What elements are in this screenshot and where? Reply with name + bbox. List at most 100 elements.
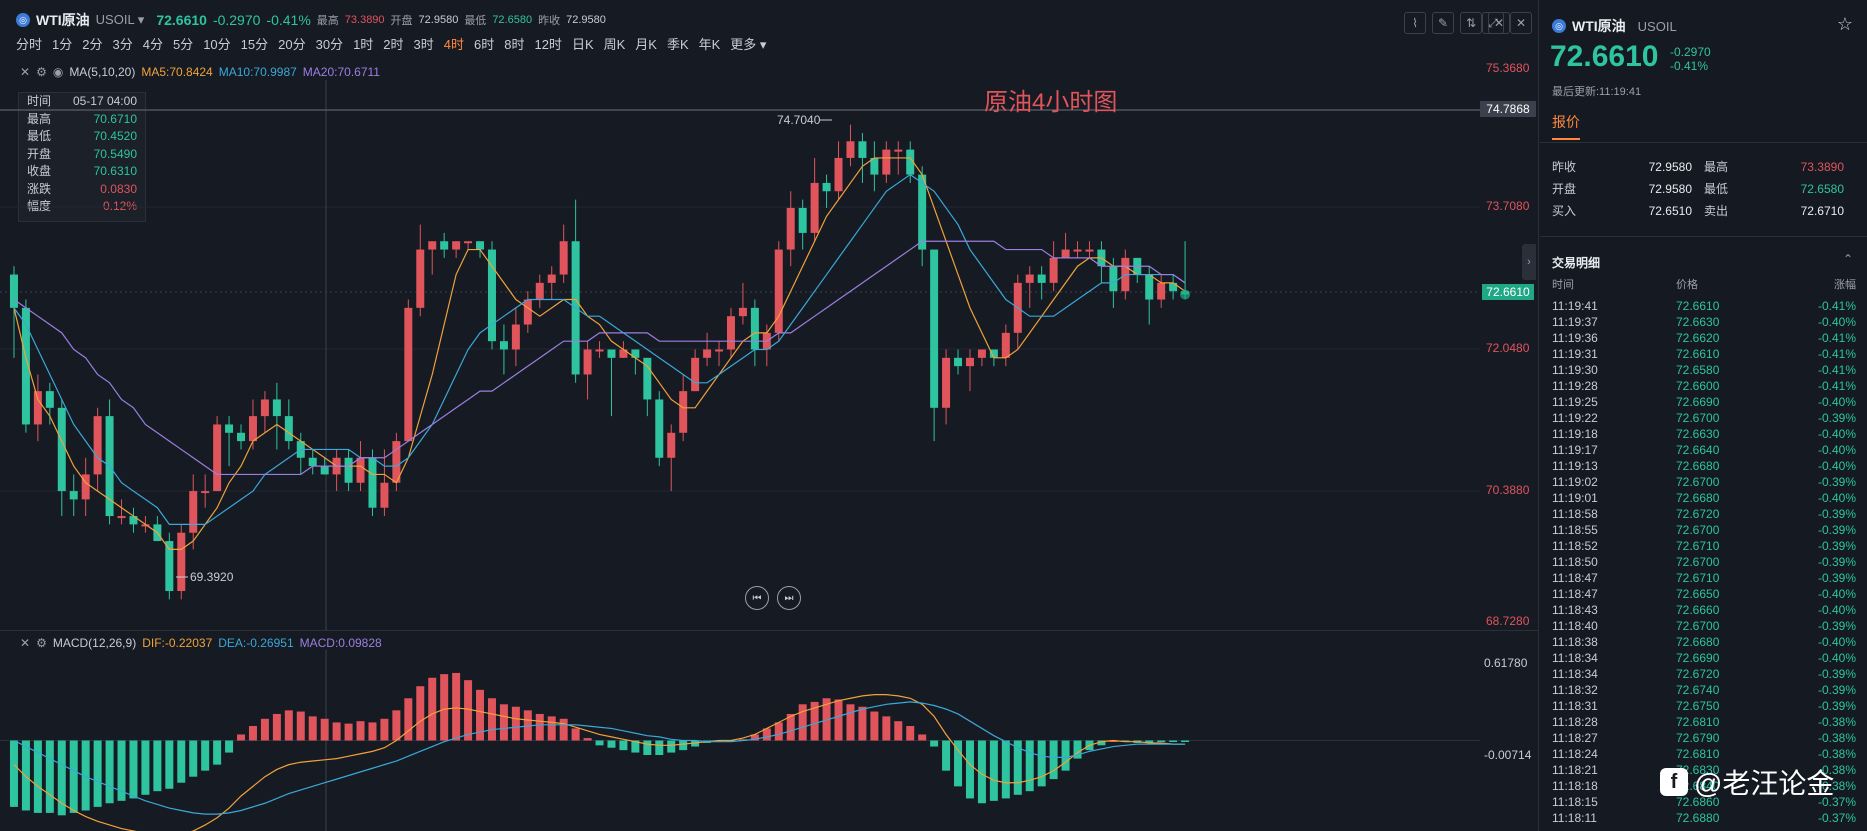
candle [786,191,795,267]
trade-time: 11:18:38 [1552,635,1598,649]
favorite-star-icon[interactable]: ☆ [1836,14,1853,34]
trade-row: 11:18:15 72.6860 -0.37% [1552,794,1856,810]
compare-icon[interactable]: ⇅ [1460,12,1482,34]
macd-value: MACD:0.09828 [299,636,382,650]
macd-bar [858,706,867,741]
timeframe-10[interactable]: 1时 [353,37,374,52]
info-value: 70.6310 [93,164,137,178]
macd-bar [129,740,138,799]
ma-line-1 [13,173,1186,525]
trade-change: -0.39% [1817,523,1856,537]
scroll-left-icon[interactable]: ⏮ [745,586,769,610]
candlestick-chart[interactable]: 74.7040 69.3920 [0,80,1480,630]
timeframe-9[interactable]: 30分 [315,37,344,52]
quote-value: 72.6510 [1648,204,1692,218]
close-icon[interactable]: ✕ [20,636,31,650]
candle [954,349,963,375]
timeframe-3[interactable]: 3分 [112,37,133,52]
candle [21,299,30,433]
ma20-value: MA20:70.6711 [302,65,380,79]
tab-quote[interactable]: 报价 [1552,112,1580,140]
trade-price: 72.6690 [1676,651,1720,665]
chevron-up-icon[interactable]: ⌃ [1842,252,1853,266]
macd-bar [882,716,891,741]
macd-bar [834,699,843,741]
candle [1037,266,1046,300]
trade-change: -0.37% [1817,811,1856,825]
fullscreen-icon[interactable]: ⤢ [1482,12,1504,34]
draw-icon[interactable]: ✎ [1432,12,1454,34]
collapse-panel-icon[interactable]: › [1522,244,1536,280]
macd-bar [619,740,628,751]
timeframe-17[interactable]: 日K [571,37,594,52]
timeframe-20[interactable]: 季K [666,37,689,52]
close-icon[interactable]: ✕ [20,65,31,79]
candle [1025,266,1034,308]
trade-row: 11:19:36 72.6620 -0.41% [1552,330,1856,346]
scroll-right-icon[interactable]: ⏭ [777,586,801,610]
trade-row: 11:18:55 72.6700 -0.39% [1552,522,1856,538]
timeframe-6[interactable]: 10分 [203,37,231,52]
timeframe-18[interactable]: 周K [603,37,626,52]
timeframe-5[interactable]: 5分 [172,37,194,52]
candle [1145,266,1154,325]
trade-row: 11:18:47 72.6710 -0.39% [1552,570,1856,586]
trade-list[interactable]: 11:19:41 72.6610 -0.41% 11:19:37 72.6630 -0.4… [1552,298,1856,826]
ma10-value: MA10:70.9987 [218,65,297,79]
chart-header: ◎ WTI原油 USOIL ▾ 72.6610 -0.2970 -0.41% 最… [16,9,606,31]
timeframe-13[interactable]: 4时 [443,37,464,52]
timeframe-22[interactable]: 更多 ▾ [730,37,767,52]
settings-icon[interactable]: ⚙ [36,65,47,79]
candle [1085,241,1094,258]
indicator-icon[interactable]: ⌇ [1404,12,1426,34]
quote-key: 最低 [1704,182,1729,196]
macd-bar [1025,740,1034,792]
trade-price: 72.6750 [1676,699,1720,713]
timeframe-7[interactable]: 15分 [240,37,269,52]
trade-detail-title: 交易明细 [1552,256,1601,270]
timeframe-4[interactable]: 4分 [142,37,163,52]
timeframe-8[interactable]: 20分 [278,37,306,52]
timeframe-21[interactable]: 年K [698,37,721,52]
weibo-logo-icon: f [1660,768,1688,796]
timeframe-2[interactable]: 2分 [82,37,103,52]
timeframe-11[interactable]: 2时 [383,37,404,52]
candle [691,349,700,392]
trade-time: 11:18:34 [1552,667,1598,681]
macd-bar [344,723,353,741]
trade-row: 11:19:30 72.6580 -0.41% [1552,362,1856,378]
candle [117,499,126,525]
macd-bar [284,710,293,741]
candle [284,399,293,450]
macd-chart[interactable] [0,650,1480,831]
price-axis-label: 72.0480 [1486,341,1530,355]
timeframe-0[interactable]: 分时 [16,37,43,52]
timeframe-12[interactable]: 3时 [413,37,434,52]
candle [583,341,592,400]
side-change-block: -0.2970 -0.41% [1670,45,1711,73]
divider [1540,142,1867,143]
macd-bar [965,740,974,799]
trade-change: -0.40% [1817,587,1856,601]
close-window-icon[interactable]: ✕ [1510,12,1532,34]
quote-panel: ◎ WTI原油 USOIL ☆ 72.6610 -0.2970 -0.41% 最… [1540,0,1867,831]
macd-bar [117,740,126,801]
timeframe-15[interactable]: 8时 [504,37,525,52]
timeframe-19[interactable]: 月K [635,37,657,52]
candle [260,391,269,433]
macd-bar [1049,740,1058,780]
eye-icon[interactable]: ◉ [52,65,64,79]
instrument-symbol-dropdown[interactable]: USOIL ▾ [95,12,145,27]
settings-icon[interactable]: ⚙ [36,636,47,650]
timeframe-16[interactable]: 12时 [534,37,562,52]
macd-bar [1061,740,1070,771]
info-row: 幅度 0.12% [19,198,145,216]
header-low: 72.6580 [492,14,533,26]
trade-row: 11:19:41 72.6610 -0.41% [1552,298,1856,314]
candle [870,141,879,192]
candle [1157,274,1166,308]
candle [643,357,652,417]
candle [165,532,174,600]
timeframe-14[interactable]: 6时 [474,37,495,52]
timeframe-1[interactable]: 1分 [52,37,73,52]
